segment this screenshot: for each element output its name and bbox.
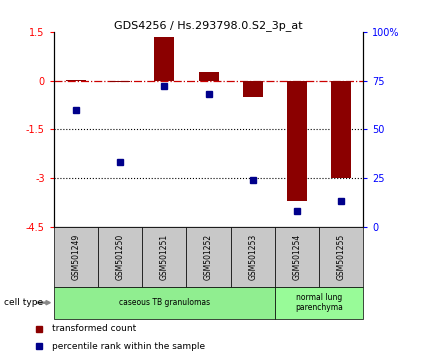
- Text: GSM501252: GSM501252: [204, 234, 213, 280]
- Bar: [331, 81, 351, 178]
- Bar: [54, 227, 98, 287]
- Text: transformed count: transformed count: [52, 324, 136, 333]
- Text: GSM501255: GSM501255: [337, 234, 346, 280]
- Bar: [287, 81, 307, 201]
- Bar: [98, 227, 142, 287]
- Bar: [187, 227, 230, 287]
- Bar: [66, 80, 86, 81]
- Text: normal lung
parenchyma: normal lung parenchyma: [295, 293, 343, 312]
- Bar: [230, 227, 275, 287]
- Bar: [275, 287, 363, 319]
- Bar: [110, 81, 130, 82]
- Text: GSM501249: GSM501249: [71, 234, 80, 280]
- Bar: [154, 37, 174, 81]
- Text: GSM501253: GSM501253: [248, 234, 257, 280]
- Bar: [142, 227, 187, 287]
- Bar: [199, 73, 218, 81]
- Title: GDS4256 / Hs.293798.0.S2_3p_at: GDS4256 / Hs.293798.0.S2_3p_at: [114, 20, 303, 30]
- Bar: [243, 81, 263, 97]
- Text: caseous TB granulomas: caseous TB granulomas: [119, 298, 210, 307]
- Text: GSM501254: GSM501254: [292, 234, 301, 280]
- Bar: [319, 227, 363, 287]
- Bar: [54, 287, 275, 319]
- Text: GSM501250: GSM501250: [116, 234, 125, 280]
- Text: cell type: cell type: [4, 298, 43, 307]
- Bar: [275, 227, 319, 287]
- Text: GSM501251: GSM501251: [160, 234, 169, 280]
- Text: percentile rank within the sample: percentile rank within the sample: [52, 342, 205, 351]
